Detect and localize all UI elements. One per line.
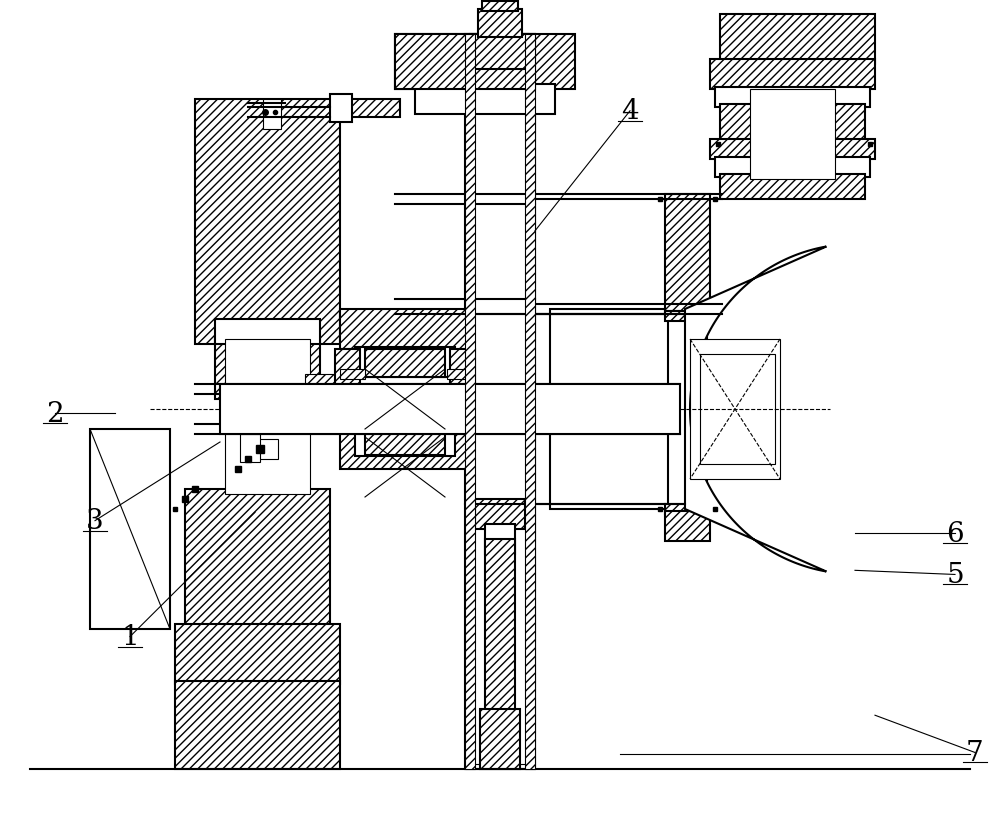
Bar <box>195 100 340 345</box>
Bar <box>715 88 870 108</box>
Bar <box>665 511 710 542</box>
Bar <box>185 490 330 629</box>
Bar <box>668 312 707 516</box>
Bar <box>690 340 780 480</box>
Text: 6: 6 <box>946 520 964 547</box>
Polygon shape <box>685 247 826 571</box>
Bar <box>447 390 472 399</box>
Bar <box>225 340 310 495</box>
Text: 4: 4 <box>621 98 639 125</box>
Bar <box>485 524 515 554</box>
Bar <box>482 2 518 12</box>
Bar <box>665 312 710 322</box>
Bar <box>550 309 685 509</box>
Bar <box>465 35 475 769</box>
Bar <box>175 624 340 684</box>
Text: 1: 1 <box>121 624 139 650</box>
Bar <box>175 681 340 769</box>
Bar <box>395 35 575 90</box>
Bar <box>447 370 472 380</box>
Bar <box>340 409 365 419</box>
Bar <box>335 350 360 429</box>
Bar <box>215 319 320 345</box>
Bar <box>710 140 875 160</box>
Bar <box>715 158 870 178</box>
Bar <box>450 350 475 429</box>
Bar <box>665 504 710 514</box>
Bar <box>470 35 535 90</box>
Bar <box>665 195 710 314</box>
Bar <box>720 15 875 65</box>
Bar <box>263 100 281 130</box>
Bar <box>305 375 335 394</box>
Bar <box>525 35 535 769</box>
Text: 5: 5 <box>946 562 964 588</box>
Bar <box>475 500 525 529</box>
Bar <box>485 539 515 759</box>
Bar <box>240 434 260 462</box>
Bar <box>340 390 365 399</box>
Bar <box>472 35 528 70</box>
Bar <box>350 100 400 118</box>
Bar <box>395 35 470 90</box>
Text: 7: 7 <box>966 739 984 766</box>
Bar <box>340 429 470 470</box>
Bar <box>355 347 455 378</box>
Bar <box>415 85 555 115</box>
Bar <box>478 10 522 38</box>
Bar <box>750 90 835 179</box>
Bar <box>480 709 520 769</box>
Bar <box>330 95 352 123</box>
Bar <box>248 439 278 460</box>
Bar <box>340 370 365 380</box>
Bar <box>447 409 472 419</box>
Bar <box>340 309 470 350</box>
Text: 2: 2 <box>46 400 64 427</box>
Bar <box>465 35 535 769</box>
Bar <box>472 40 528 764</box>
Bar <box>220 385 680 434</box>
Bar <box>215 340 320 399</box>
Bar <box>710 60 875 90</box>
Bar <box>280 385 308 409</box>
Bar <box>365 428 445 456</box>
Bar <box>720 105 865 145</box>
Bar <box>90 429 170 629</box>
Bar <box>305 394 335 409</box>
Bar <box>355 427 455 457</box>
Text: 3: 3 <box>86 508 104 534</box>
Bar <box>365 350 445 378</box>
Bar <box>700 355 775 465</box>
Bar <box>720 174 865 200</box>
